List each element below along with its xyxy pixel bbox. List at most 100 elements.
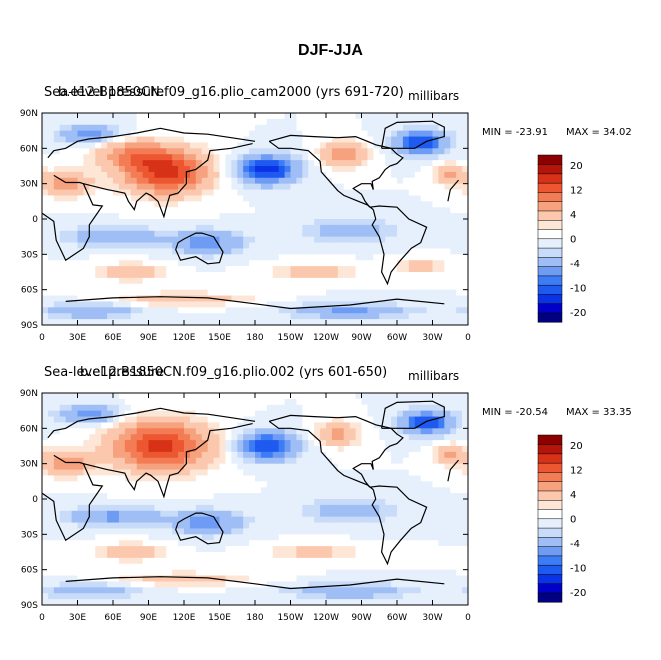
- heatmap-cell: [284, 254, 291, 261]
- heatmap-cell: [373, 124, 380, 132]
- heatmap-cell: [337, 428, 345, 435]
- heatmap-cell: [397, 319, 404, 326]
- heatmap-cell: [397, 254, 404, 261]
- heatmap-cell: [189, 546, 197, 553]
- heatmap-cell: [367, 510, 374, 518]
- heatmap-cell: [414, 266, 422, 273]
- heatmap-cell: [462, 195, 469, 202]
- heatmap-cell: [337, 177, 345, 185]
- heatmap-cell: [237, 124, 244, 132]
- heatmap-cell: [53, 313, 61, 320]
- heatmap-cell: [47, 289, 55, 296]
- heatmap-cell: [130, 481, 138, 488]
- heatmap-cell: [118, 183, 126, 190]
- heatmap-cell: [124, 469, 132, 476]
- heatmap-cell: [397, 451, 404, 459]
- heatmap-cell: [42, 563, 49, 571]
- heatmap-cell: [302, 266, 309, 273]
- heatmap-cell: [355, 428, 362, 435]
- heatmap-cell: [391, 283, 398, 291]
- heatmap-cell: [290, 557, 297, 565]
- heatmap-cell: [53, 404, 61, 412]
- heatmap-cell: [343, 504, 351, 512]
- heatmap-cell: [213, 393, 220, 400]
- heatmap-cell: [272, 242, 280, 249]
- heatmap-cell: [272, 446, 280, 453]
- heatmap-cell: [95, 469, 102, 476]
- heatmap-cell: [154, 504, 161, 512]
- heatmap-cell: [225, 516, 232, 523]
- heatmap-cell: [95, 260, 102, 267]
- heatmap-cell: [290, 195, 297, 202]
- heatmap-cell: [207, 404, 214, 412]
- heatmap-cell: [349, 230, 356, 238]
- heatmap-cell: [172, 242, 179, 249]
- heatmap-cell: [391, 499, 398, 506]
- heatmap-cell: [59, 528, 67, 535]
- heatmap-cell: [148, 230, 155, 238]
- heatmap-cell: [320, 575, 327, 582]
- heatmap-cell: [314, 422, 321, 429]
- heatmap-cell: [426, 546, 433, 553]
- heatmap-cell: [444, 171, 451, 179]
- heatmap-cell: [296, 398, 303, 406]
- heatmap-cell: [408, 272, 416, 279]
- heatmap-cell: [456, 416, 463, 423]
- heatmap-cell: [219, 301, 226, 308]
- heatmap-cell: [456, 457, 463, 465]
- heatmap-cell: [361, 319, 368, 326]
- heatmap-cell: [189, 575, 197, 582]
- heatmap-cell: [47, 451, 55, 459]
- heatmap-cell: [89, 283, 96, 291]
- heatmap-cell: [426, 142, 433, 149]
- heatmap-cell: [231, 201, 238, 208]
- heatmap-cell: [113, 428, 120, 435]
- heatmap-cell: [184, 195, 191, 202]
- heatmap-cell: [331, 219, 339, 226]
- heatmap-cell: [136, 160, 143, 167]
- heatmap-cell: [326, 569, 333, 576]
- heatmap-cell: [255, 416, 262, 423]
- heatmap-cell: [213, 177, 220, 185]
- heatmap-cell: [172, 148, 179, 155]
- heatmap-cell: [113, 557, 120, 565]
- heatmap-cell: [207, 446, 214, 453]
- heatmap-cell: [397, 171, 404, 179]
- heatmap-cell: [189, 463, 197, 470]
- heatmap-cell: [337, 248, 345, 255]
- heatmap-cell: [71, 224, 78, 232]
- heatmap-cell: [225, 469, 232, 476]
- heatmap-cell: [231, 260, 238, 267]
- heatmap-cell: [343, 219, 351, 226]
- heatmap-cell: [432, 434, 439, 441]
- heatmap-cell: [260, 142, 268, 149]
- heatmap-cell: [408, 510, 416, 518]
- heatmap-cell: [426, 166, 433, 173]
- heatmap-cell: [249, 569, 256, 576]
- heatmap-cell: [154, 319, 161, 326]
- heatmap-cell: [456, 393, 463, 400]
- heatmap-cell: [320, 295, 327, 302]
- heatmap-cell: [308, 463, 315, 470]
- heatmap-cell: [260, 242, 268, 249]
- heatmap-cell: [432, 207, 439, 214]
- heatmap-cell: [65, 177, 72, 185]
- heatmap-cell: [402, 224, 410, 232]
- heatmap-cell: [314, 272, 321, 279]
- heatmap-cell: [290, 434, 297, 441]
- heatmap-cell: [320, 148, 327, 155]
- heatmap-cell: [136, 219, 143, 226]
- heatmap-cell: [343, 260, 351, 267]
- heatmap-cell: [408, 475, 416, 482]
- heatmap-cell: [296, 393, 303, 400]
- heatmap-cell: [148, 207, 155, 214]
- heatmap-cell: [219, 289, 226, 296]
- heatmap-cell: [414, 434, 422, 441]
- heatmap-cell: [432, 563, 439, 571]
- heatmap-cell: [47, 575, 55, 582]
- heatmap-cell: [331, 224, 339, 232]
- heatmap-cell: [314, 166, 321, 173]
- heatmap-cell: [47, 569, 55, 576]
- heatmap-cell: [160, 487, 167, 494]
- heatmap-cell: [432, 516, 439, 523]
